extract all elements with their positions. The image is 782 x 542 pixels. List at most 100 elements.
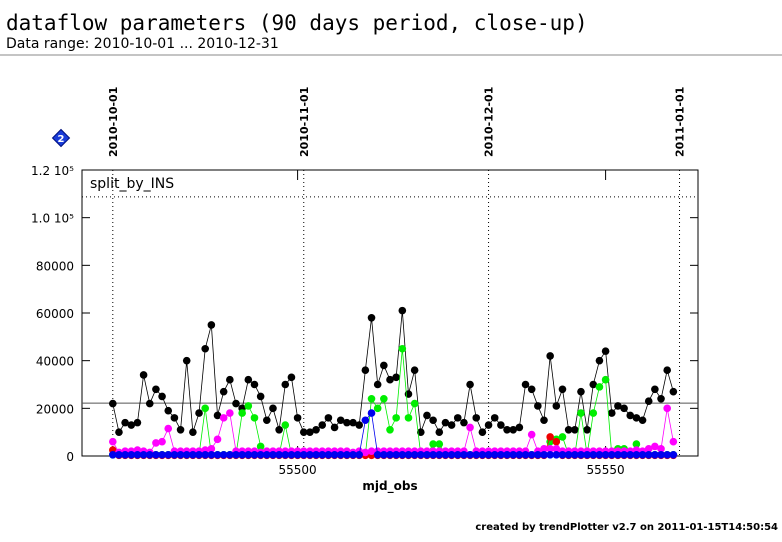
point: [484, 421, 493, 429]
point: [663, 366, 671, 375]
point: [299, 428, 308, 436]
point: [441, 451, 450, 459]
point: [620, 404, 628, 413]
point: [546, 433, 554, 441]
point: [219, 414, 228, 422]
point: [583, 451, 591, 459]
y-tick-label: 20000: [36, 402, 74, 416]
point: [207, 451, 216, 459]
point: [392, 373, 400, 382]
point: [398, 344, 407, 353]
point: [417, 451, 425, 459]
point: [170, 414, 179, 422]
point: [441, 418, 450, 427]
point: [299, 451, 308, 459]
point: [250, 451, 259, 459]
point: [601, 375, 610, 384]
date-tick-label: 2011-01-01: [674, 87, 687, 157]
point: [109, 399, 117, 408]
point: [447, 451, 456, 459]
point: [373, 380, 382, 389]
point: [330, 451, 339, 459]
point: [336, 416, 345, 425]
point: [589, 409, 598, 417]
chart-title: dataflow parameters (90 days period, clo…: [6, 11, 588, 35]
point: [521, 380, 530, 389]
point: [213, 411, 222, 420]
point: [626, 451, 635, 459]
point: [195, 409, 203, 417]
point: [244, 402, 253, 410]
point: [367, 313, 376, 322]
point: [207, 445, 216, 453]
point: [158, 451, 166, 459]
point: [632, 451, 641, 459]
point: [324, 451, 333, 459]
point: [189, 451, 197, 459]
point: [213, 451, 222, 459]
point: [558, 385, 567, 394]
point: [453, 451, 462, 459]
point: [392, 414, 400, 422]
point: [540, 416, 548, 425]
point: [509, 451, 517, 459]
point: [527, 430, 536, 439]
point: [324, 414, 333, 422]
point: [564, 425, 573, 434]
point: [281, 380, 290, 389]
point: [361, 366, 370, 375]
point: [398, 451, 407, 459]
point: [256, 392, 265, 401]
point: [595, 451, 604, 459]
point: [256, 442, 265, 451]
point: [318, 421, 327, 429]
point: [644, 451, 653, 459]
point: [601, 347, 610, 355]
date-tick-label: 2010-10-01: [107, 87, 120, 157]
point: [663, 451, 671, 459]
point: [312, 451, 320, 459]
point: [657, 395, 665, 403]
point: [663, 404, 671, 413]
point: [392, 451, 400, 459]
y-tick-label: 0: [66, 450, 74, 464]
point: [497, 451, 505, 459]
point: [182, 451, 191, 459]
point: [651, 451, 659, 459]
date-tick-label: 2010-12-01: [483, 87, 496, 157]
point: [201, 451, 209, 459]
point: [552, 451, 561, 459]
point: [577, 409, 585, 417]
point: [552, 402, 561, 410]
point: [201, 404, 209, 413]
y-tick-label: 80000: [36, 259, 74, 273]
point: [589, 451, 598, 459]
point: [293, 414, 302, 422]
point: [263, 451, 271, 459]
point: [644, 445, 653, 453]
point: [355, 451, 364, 459]
point: [429, 451, 437, 459]
point: [435, 451, 444, 459]
point: [158, 392, 166, 401]
point: [287, 451, 296, 459]
point: [367, 409, 376, 417]
annotation: split_by_INS: [90, 176, 174, 192]
point: [109, 451, 117, 459]
point: [250, 414, 259, 422]
point: [410, 399, 419, 408]
point: [435, 428, 444, 436]
point: [256, 451, 265, 459]
point: [577, 451, 585, 459]
y-tick-label: 1.2 10⁵: [31, 164, 74, 178]
point: [466, 380, 474, 389]
point: [607, 451, 616, 459]
point: [380, 361, 388, 370]
point: [164, 424, 173, 433]
point: [447, 421, 456, 429]
point: [571, 451, 579, 459]
point: [380, 395, 388, 403]
point: [490, 451, 499, 459]
point: [644, 397, 653, 405]
point: [638, 451, 647, 459]
